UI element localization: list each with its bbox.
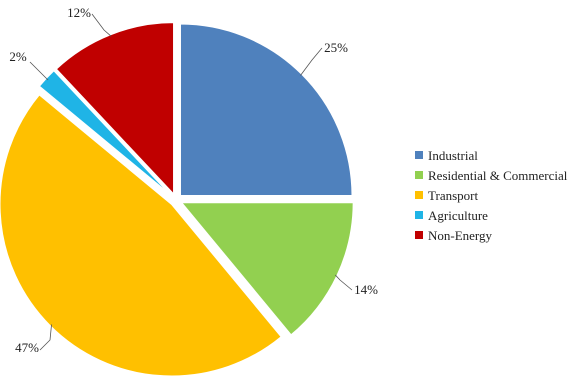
legend-label-transport: Transport (428, 188, 478, 203)
pie-slice-non-energy (54, 21, 175, 197)
pie-slice-transport (0, 93, 283, 377)
leader-line-residential-commercial (334, 274, 353, 291)
leader-line-agriculture (29, 61, 49, 81)
legend-swatch-residential-commercial (415, 171, 423, 179)
legend-label-non-energy: Non-Energy (428, 228, 493, 243)
pie-slices (0, 21, 355, 377)
leader-line-non-energy (91, 13, 112, 37)
data-label-residential-commercial: 14% (354, 282, 378, 297)
data-label-industrial: 25% (324, 40, 348, 55)
legend-swatch-non-energy (415, 231, 423, 239)
data-label-transport: 47% (15, 340, 39, 355)
legend-swatch-industrial (415, 151, 423, 159)
legend-label-agriculture: Agriculture (428, 208, 488, 223)
legend-label-industrial: Industrial (428, 148, 478, 163)
leader-line-transport (39, 324, 52, 351)
data-label-non-energy: 12% (67, 5, 91, 20)
data-labels: 25% 14% 47% 2% 12% (9, 5, 378, 355)
legend-swatch-agriculture (415, 211, 423, 219)
legend-swatch-transport (415, 191, 423, 199)
pie-slice-residential-commercial (179, 201, 355, 337)
label-leader-lines (29, 13, 353, 351)
leader-line-industrial (300, 47, 323, 76)
legend-label-residential-commercial: Residential & Commercial (428, 168, 568, 183)
legend: Industrial Residential & Commercial Transp… (415, 148, 568, 243)
data-label-agriculture: 2% (9, 49, 27, 64)
